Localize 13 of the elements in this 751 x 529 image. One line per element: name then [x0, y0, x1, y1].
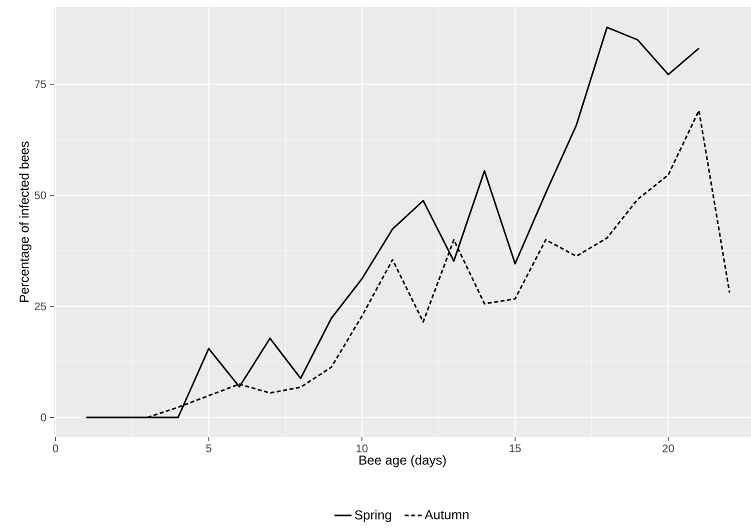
x-axis-title: Bee age (days): [359, 455, 446, 468]
x-tick-label: 5: [206, 444, 212, 452]
x-tick-label: 20: [662, 444, 674, 452]
x-tick-label: 10: [356, 444, 368, 452]
y-tick-label: 50: [34, 191, 46, 200]
y-axis-title: Percentage of infected bees: [19, 142, 32, 302]
x-tick-label: 15: [510, 444, 521, 452]
legend-label: Spring: [354, 510, 392, 522]
y-tick-label: 0: [40, 414, 46, 422]
y-tick-label: 25: [34, 302, 46, 310]
y-tick-label: 75: [34, 80, 46, 88]
legend-label: Autumn: [424, 510, 469, 520]
x-tick-label: 0: [52, 444, 58, 452]
